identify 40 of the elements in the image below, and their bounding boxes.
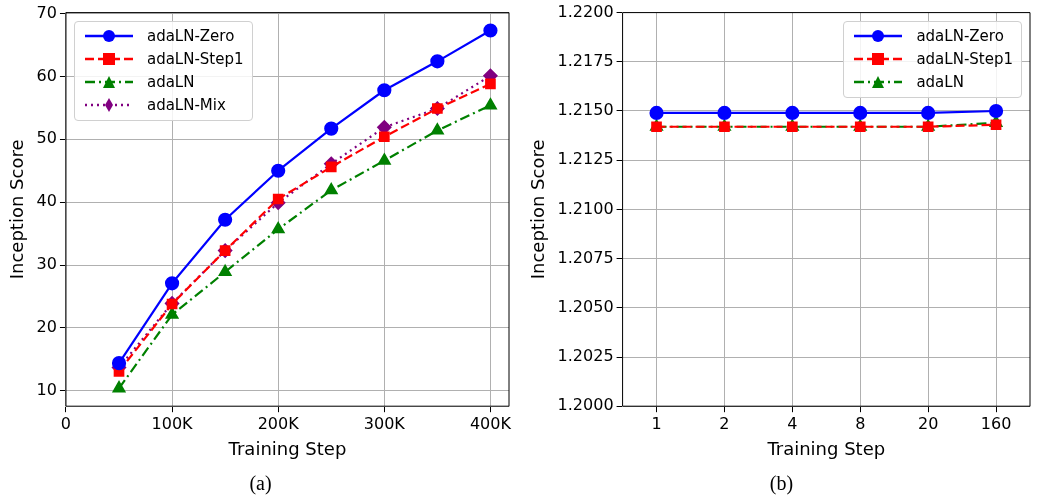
legend-label: adaLN [916, 71, 964, 93]
y-tick-label: 1.2150 [557, 100, 614, 120]
y-tick-label: 1.2200 [557, 1, 614, 21]
legend-label: adaLN [146, 71, 195, 93]
x-tick-label: 100K [151, 413, 194, 433]
y-tick-label: 20 [36, 317, 57, 337]
legend-label: adaLN-Step1 [916, 48, 1013, 70]
y-tick-label: 1.2050 [557, 296, 614, 316]
y-tick-label: 1.2075 [557, 247, 614, 267]
x-axis-title: Training Step [766, 437, 886, 459]
y-tick-label: 10 [36, 379, 57, 399]
x-tick-label: 1 [651, 413, 662, 433]
legend-label: adaLN-Mix [146, 94, 226, 116]
y-tick-label: 30 [36, 254, 57, 274]
y-axis-title: Inception Score [6, 139, 28, 280]
y-tick-label: 40 [36, 191, 57, 211]
legend-label: adaLN-Zero [916, 25, 1004, 47]
y-tick-label: 1.2175 [557, 50, 614, 70]
x-tick-label: 0 [60, 413, 72, 433]
y-tick-label: 50 [36, 128, 57, 148]
x-tick-label: 160 [980, 413, 1012, 433]
x-tick-label: 400K [469, 413, 512, 433]
x-tick-label: 300K [363, 413, 406, 433]
text: (b) [768, 472, 795, 495]
x-tick-label: 2 [719, 413, 730, 433]
text: (a) [248, 472, 273, 495]
x-tick-label: 200K [257, 413, 300, 433]
y-tick-label: 60 [36, 65, 57, 85]
legend-label: adaLN-Zero [146, 25, 235, 47]
x-tick-label: 4 [787, 413, 798, 433]
x-tick-label: 8 [855, 413, 866, 433]
legend-label: adaLN-Step1 [146, 48, 244, 70]
y-tick-label: 1.2025 [557, 346, 614, 366]
y-tick-label: 1.2100 [557, 198, 614, 218]
x-axis-title: Training Step [227, 437, 347, 459]
y-axis-title: Inception Score [527, 139, 549, 280]
y-tick-label: 1.2125 [557, 149, 614, 169]
y-tick-label: 70 [36, 2, 57, 22]
x-tick-label: 20 [917, 413, 939, 433]
y-tick-label: 1.2000 [557, 395, 614, 415]
